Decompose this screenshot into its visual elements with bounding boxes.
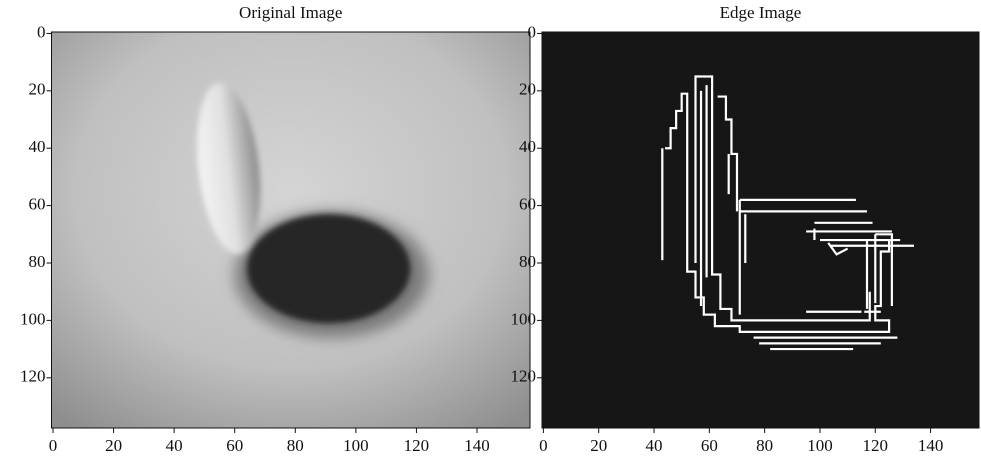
x-tick-label: 0: [539, 436, 548, 455]
original-image: [51, 32, 530, 428]
x-tick-label: 120: [404, 436, 430, 455]
y-tick-label: 80: [519, 252, 536, 271]
panel-title: Original Image: [239, 3, 342, 22]
x-tick-label: 20: [105, 436, 122, 455]
y-tick-label: 20: [519, 80, 536, 99]
x-tick-label: 60: [701, 436, 718, 455]
x-tick-label: 120: [863, 436, 889, 455]
y-tick-label: 80: [29, 252, 46, 271]
edge-image: [542, 32, 980, 428]
y-tick-label: 40: [519, 137, 536, 156]
x-tick-label: 140: [464, 436, 490, 455]
y-tick-label: 0: [37, 22, 46, 41]
axes-frame: [541, 31, 980, 429]
y-tick-label: 120: [511, 367, 537, 386]
x-tick-label: 80: [756, 436, 773, 455]
y-tick-label: 100: [511, 309, 537, 328]
x-tick-label: 0: [49, 436, 58, 455]
y-tick-label: 60: [29, 195, 46, 214]
x-tick-label: 100: [343, 436, 369, 455]
x-tick-label: 100: [807, 436, 833, 455]
x-tick-label: 40: [166, 436, 183, 455]
y-tick-label: 120: [20, 367, 46, 386]
y-tick-label: 60: [519, 195, 536, 214]
axes-frame: [51, 31, 531, 429]
y-tick-label: 100: [20, 309, 46, 328]
y-tick-label: 20: [29, 80, 46, 99]
y-tick-label: 0: [528, 22, 537, 41]
y-tick-label: 40: [29, 137, 46, 156]
x-tick-label: 140: [918, 436, 944, 455]
panel-title: Edge Image: [720, 3, 802, 22]
x-tick-label: 80: [287, 436, 304, 455]
x-tick-label: 40: [646, 436, 663, 455]
x-tick-label: 60: [226, 436, 243, 455]
x-tick-label: 20: [590, 436, 607, 455]
